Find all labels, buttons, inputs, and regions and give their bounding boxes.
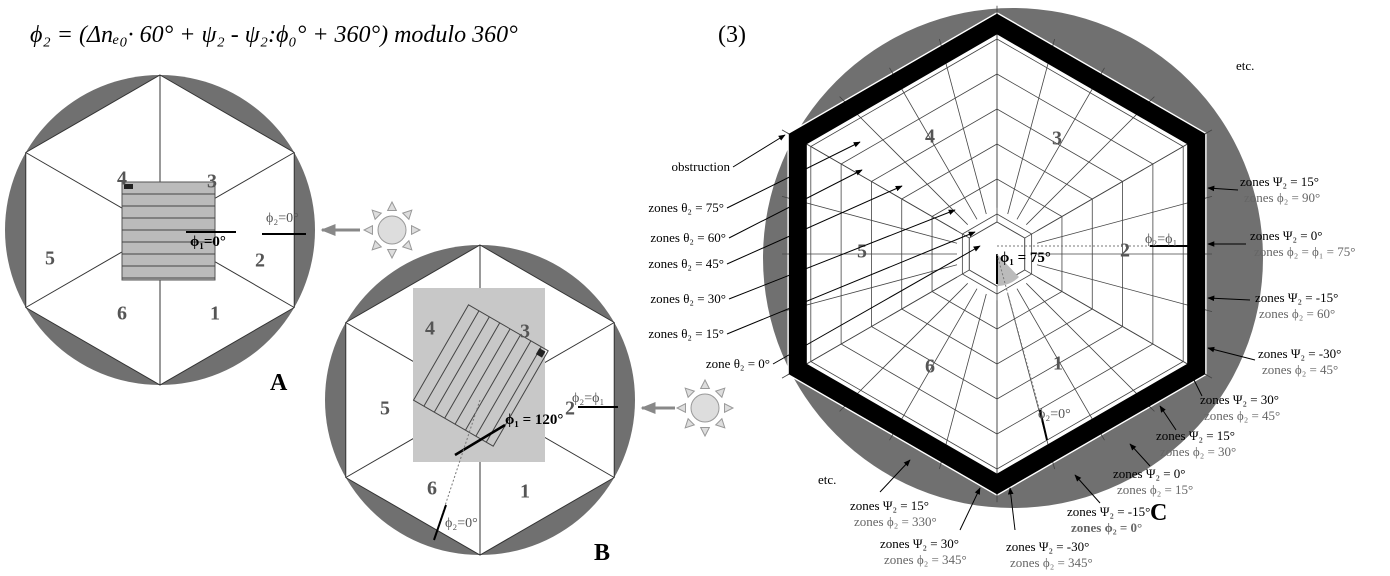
zone-phi-label: zones ϕ₂ = 330° [854, 514, 937, 529]
zone-psi-label: zones Ψ₂ = 15° [1240, 174, 1319, 189]
phi2-ref: ϕ₂=ϕ₁ [572, 391, 604, 406]
sun-ray [372, 210, 381, 219]
phi2: ϕ₂=0° [445, 516, 478, 531]
phi2: ϕ₂=0° [266, 211, 299, 226]
label-arrow [733, 135, 785, 167]
panel-letter: C [1150, 500, 1167, 526]
sun-ray [364, 226, 372, 235]
left-label: zones θ₂ = 15° [648, 326, 724, 341]
sun-ray [701, 428, 710, 436]
zone-number: 2 [255, 250, 265, 272]
sun-ray [677, 404, 685, 413]
zone-phi-label: zones ϕ₂ = ϕ₁ = 75° [1254, 244, 1355, 259]
sun-ray [725, 404, 733, 413]
zone-psi-label: zones Ψ₂ = 15° [1156, 428, 1235, 443]
zone-number: 1 [520, 481, 530, 503]
left-label: zones θ₂ = 30° [650, 291, 726, 306]
zone-number: 3 [207, 171, 217, 193]
left-label: obstruction [672, 159, 731, 174]
sun-ray [685, 419, 694, 428]
panel-letter: B [594, 540, 610, 566]
zone-phi-label: zones ϕ₂ = 345° [884, 552, 967, 567]
zone-number: 5 [45, 248, 55, 270]
zone-psi-label: zones Ψ₂ = 0° [1113, 466, 1186, 481]
panel-letter: A [270, 370, 288, 396]
zone-psi-label: zones Ψ₂ = 0° [1250, 228, 1323, 243]
phi1: ϕ₁=0° [190, 234, 226, 250]
zone-number: 6 [117, 303, 127, 325]
zone-number: 6 [427, 478, 437, 500]
zone-psi-label: zones Ψ₂ = -15° [1255, 290, 1338, 305]
zone-psi-label: zones Ψ₂ = -15° [1067, 504, 1150, 519]
zone-psi-label: zones Ψ₂ = -30° [1258, 346, 1341, 361]
zone-phi-label: zones ϕ₂ = 60° [1259, 306, 1335, 321]
zone-phi-label: zones ϕ₂ = 0° [1071, 520, 1142, 535]
sun-ray [716, 388, 725, 397]
zone-psi-label: zones Ψ₂ = -30° [1006, 539, 1089, 554]
sun-ray [403, 210, 412, 219]
figure: ϕ₂ = (Δnₑ₀· 60° + ψ₂ - ψ₂:ϕ₀° + 360°) mo… [0, 0, 1390, 576]
zone-psi-label: zones Ψ₂ = 30° [1200, 392, 1279, 407]
sun-ray [701, 380, 710, 388]
sun-ray [388, 202, 397, 210]
zone-number: 2 [1120, 240, 1130, 262]
zone-number: 6 [925, 356, 935, 378]
left-label: zone θ₂ = 0° [706, 356, 770, 371]
etc-label: etc. [818, 472, 836, 487]
etc-label: etc. [1236, 58, 1254, 73]
sun-ray [412, 226, 420, 235]
left-label: zones θ₂ = 45° [648, 256, 724, 271]
zone-phi-label: zones ϕ₂ = 15° [1117, 482, 1193, 497]
equation-number: (3) [718, 22, 746, 48]
zone-psi-label: zones Ψ₂ = 30° [880, 536, 959, 551]
phi2-ref: ϕ₂=ϕ₁ [1145, 232, 1177, 247]
sun-ray [372, 241, 381, 250]
sun [691, 394, 719, 422]
formula: ϕ₂ = (Δnₑ₀· 60° + ψ₂ - ψ₂:ϕ₀° + 360°) mo… [30, 22, 518, 48]
zone-psi-label: zones Ψ₂ = 15° [850, 498, 929, 513]
phi1: ϕ₁ = 120° [505, 412, 563, 428]
zone-phi-label: zones ϕ₂ = 45° [1262, 362, 1338, 377]
zone-phi-label: zones ϕ₂ = 345° [1010, 555, 1093, 570]
sun-ray [403, 241, 412, 250]
zone-number: 1 [210, 303, 220, 325]
zone-number: 3 [520, 321, 530, 343]
zone-phi-label: zones ϕ₂ = 90° [1244, 190, 1320, 205]
zone-number: 5 [857, 241, 867, 263]
zone-phi-label: zones ϕ₂ = 30° [1160, 444, 1236, 459]
sun-ray [685, 388, 694, 397]
sun-ray [716, 419, 725, 428]
zone-number: 4 [925, 126, 935, 148]
sun [378, 216, 406, 244]
zone-number: 4 [117, 168, 127, 190]
phi1: ϕ₁ = 75° [1000, 250, 1051, 266]
zone-number: 4 [425, 318, 435, 340]
zone-phi-label: zones ϕ₂ = 45° [1204, 408, 1280, 423]
sun-ray [388, 250, 397, 258]
zone-number: 5 [380, 398, 390, 420]
left-label: zones θ₂ = 75° [648, 200, 724, 215]
left-label: zones θ₂ = 60° [650, 230, 726, 245]
zone-number: 1 [1053, 353, 1063, 375]
phi2: ϕ₂=0° [1038, 407, 1071, 422]
zone-number: 3 [1052, 128, 1062, 150]
